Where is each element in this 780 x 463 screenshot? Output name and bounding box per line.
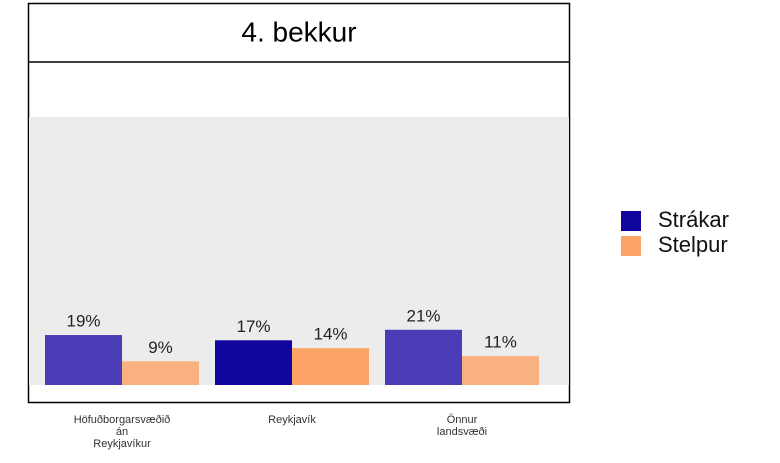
bar <box>292 348 369 385</box>
x-tick-label: Önnur landsvæði <box>436 414 488 438</box>
bar <box>122 361 199 385</box>
data-label: 9% <box>148 338 173 357</box>
bar <box>45 335 122 385</box>
chart-title: 4. bekkur <box>241 16 356 47</box>
legend-swatch <box>621 211 641 231</box>
data-label: 17% <box>236 317 270 336</box>
data-label: 19% <box>66 312 100 331</box>
bar <box>385 329 462 385</box>
data-label: 14% <box>313 325 347 344</box>
data-label: 21% <box>406 306 440 325</box>
x-tick-label: Reykjavík <box>268 414 316 426</box>
bar <box>462 356 539 385</box>
bar <box>215 340 292 385</box>
data-label: 11% <box>484 333 517 352</box>
legend-label: Strákar <box>658 207 729 232</box>
legend-swatch <box>621 236 641 256</box>
legend-label: Stelpur <box>658 232 728 257</box>
x-tick-label: Höfuðborgarsvæðið án Reykjavíkur <box>73 414 171 450</box>
